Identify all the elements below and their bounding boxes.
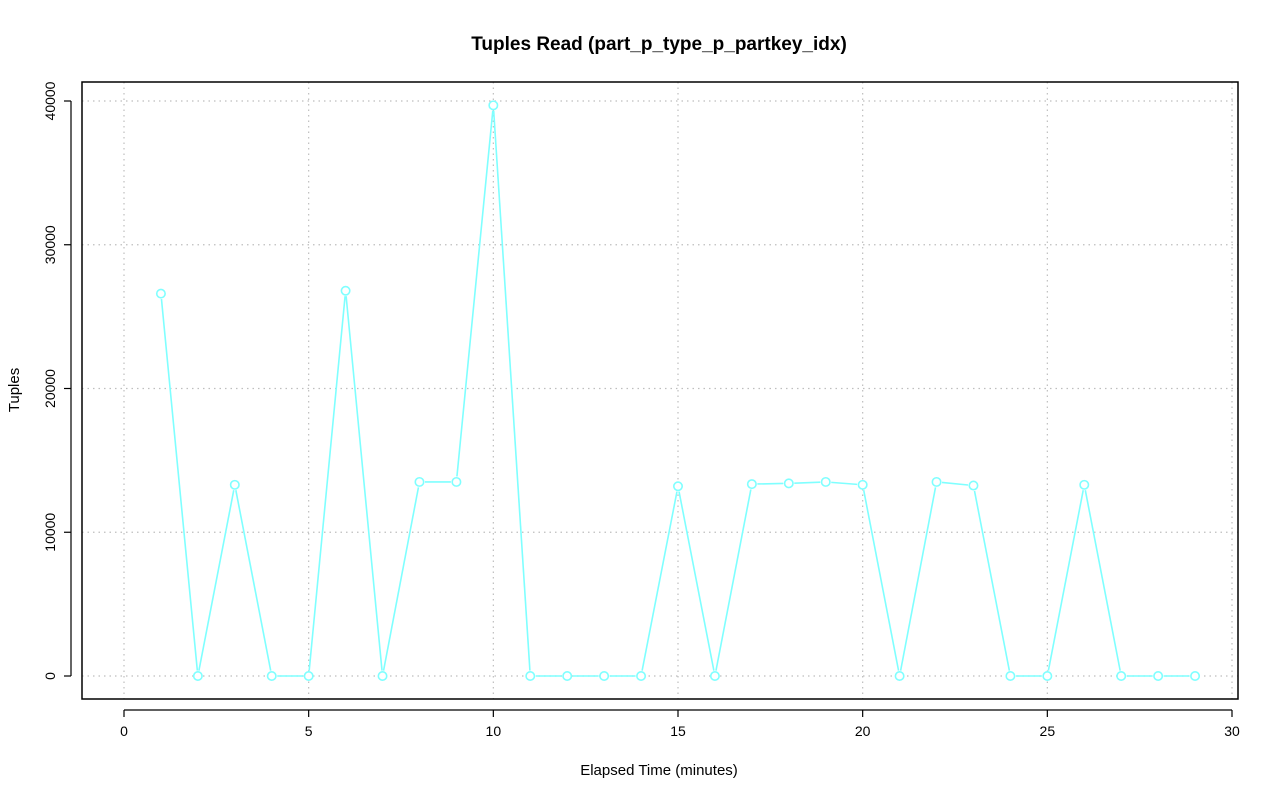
y-tick-label: 30000 [42,225,58,264]
series-segment [1047,490,1085,671]
series-segment [899,487,937,671]
data-point [266,670,277,681]
x-tick-label: 15 [670,723,686,739]
data-point [1153,670,1164,681]
data-point [968,480,979,491]
y-tick-label: 0 [42,672,58,680]
x-tick-label: 5 [305,723,313,739]
grid [82,82,1238,699]
data-point [636,670,647,681]
data-point [709,670,720,681]
data-point [931,476,942,487]
series-segment [456,110,494,477]
series-segment [862,490,900,671]
series-segment [382,487,420,671]
plot-frame [81,81,1239,700]
data-point [783,478,794,489]
x-axis-label: Elapsed Time (minutes) [580,762,738,779]
data-point [1079,479,1090,490]
data-point [562,670,573,681]
x-tick-label: 25 [1040,723,1056,739]
y-tick-label: 40000 [42,81,58,120]
series-segment [715,489,752,671]
data-point [599,670,610,681]
x-axis: 0 5 10 15 20 25 30 [120,709,1240,739]
data-point [377,670,388,681]
data-point [672,481,683,492]
series-segment [198,490,235,671]
series-segment [492,110,531,671]
series-segment [1084,490,1121,671]
y-tick-label: 10000 [42,513,58,552]
data-point [229,479,240,490]
y-axis: 0 10000 20000 30000 40000 [42,81,72,680]
series-segment [345,296,383,671]
series-segment [641,491,678,671]
data-point [525,670,536,681]
data-point [192,670,203,681]
series-segment [757,482,784,485]
data-point [340,285,351,296]
series [155,100,1201,681]
data-point [857,479,868,490]
data-point [488,100,499,111]
data-point [1005,670,1016,681]
series-segment [235,490,272,671]
x-tick-label: 10 [486,723,502,739]
data-point [820,476,831,487]
data-point [1116,670,1127,681]
data-point [303,670,314,681]
series-segment [831,481,858,486]
series-segment [160,299,199,671]
series-segment [678,491,715,671]
y-tick-label: 20000 [42,369,58,408]
chart-title: Tuples Read (part_p_type_p_partkey_idx) [471,34,847,55]
series-segment [308,296,346,671]
series-segment [973,490,1011,671]
series-segment [941,481,969,486]
data-point [1190,670,1201,681]
x-tick-label: 0 [120,723,128,739]
data-point [1042,670,1053,681]
data-point [451,476,462,487]
data-point [746,479,757,490]
series-segment [794,481,821,484]
y-axis-label: Tuples [6,368,23,412]
data-point [894,670,905,681]
x-tick-label: 20 [855,723,871,739]
data-point [414,476,425,487]
data-point [155,288,166,299]
x-tick-label: 30 [1224,723,1240,739]
